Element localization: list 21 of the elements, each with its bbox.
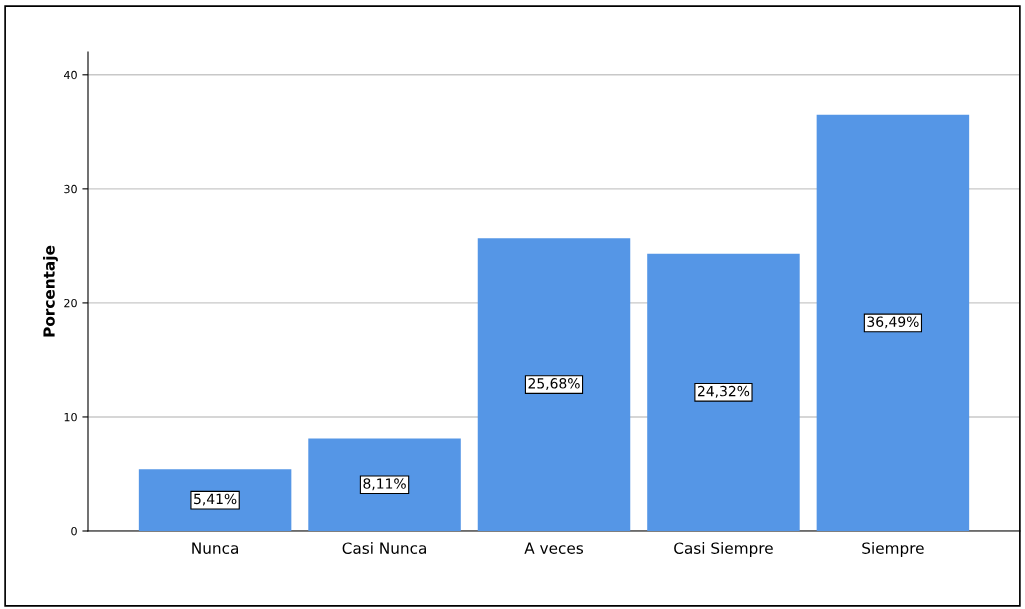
bar <box>477 238 631 531</box>
bar <box>308 438 461 531</box>
bar <box>816 114 970 531</box>
y-axis-title: Porcentaje <box>42 245 58 337</box>
data-label: 25,68% <box>528 378 580 391</box>
x-tick-label: Casi Siempre <box>674 542 773 557</box>
x-tick-label: Nunca <box>192 542 238 554</box>
y-tick-label: 20 <box>64 298 77 308</box>
data-label: 8,11% <box>363 478 406 491</box>
data-label: 36,49% <box>867 316 919 329</box>
bar <box>647 253 800 531</box>
x-tick-label: A veces <box>524 542 584 554</box>
data-label: 5,41% <box>194 493 237 506</box>
x-tick-label: Casi Nunca <box>342 542 426 554</box>
bar <box>138 469 292 531</box>
y-tick-label: 10 <box>64 412 77 422</box>
y-tick-label: 40 <box>63 70 77 80</box>
y-tick-label: 0 <box>71 526 77 536</box>
data-label: 24,32% <box>697 385 750 398</box>
y-tick-label: 30 <box>64 184 77 194</box>
x-tick-label: Siempre <box>862 542 924 557</box>
